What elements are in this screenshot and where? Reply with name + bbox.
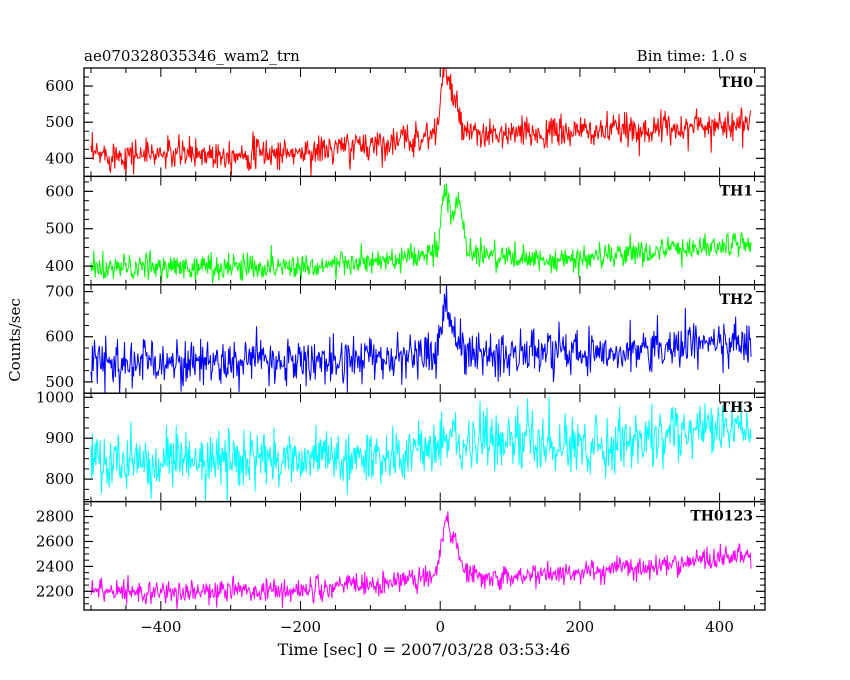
x-tick-label: 200	[566, 618, 595, 636]
series-line-th0123	[90, 511, 752, 609]
x-tick-label: 400	[705, 618, 734, 636]
x-tick-label: −200	[280, 618, 321, 636]
x-axis: −400 −200 0 200 400	[140, 618, 734, 636]
y-tick-label: 500	[45, 373, 74, 391]
y-tick-label: 600	[45, 77, 74, 95]
panel-label: TH2	[720, 292, 753, 308]
panels-group: TH0 400 500 600 TH1 400 500 600 TH2 500 600 700 TH3 8…	[36, 67, 766, 611]
y-tick-label: 400	[45, 149, 74, 167]
y-axis-label: Counts/sec	[6, 298, 24, 382]
y-tick-label: 600	[45, 328, 74, 346]
y-tick-label: 2600	[36, 532, 74, 550]
panel-label: TH0123	[690, 509, 753, 525]
y-tick-label: 500	[45, 113, 74, 131]
panel-th2: TH2 500 600 700	[45, 283, 766, 394]
panel-th3: TH3 800 900 1000	[36, 388, 766, 503]
chart-title: ae070328035346_wam2_trn	[84, 47, 300, 65]
bin-time-label: Bin time: 1.0 s	[637, 47, 747, 65]
series-line-th3	[90, 396, 752, 502]
x-axis-label: Time [sec] 0 = 2007/03/28 03:53:46	[278, 640, 571, 659]
y-tick-label: 1000	[36, 388, 74, 406]
x-tick-label: −400	[140, 618, 181, 636]
panel-label: TH3	[720, 400, 753, 416]
y-tick-label: 700	[45, 283, 74, 301]
panel-frame	[83, 175, 766, 286]
series-line-th2	[90, 284, 752, 394]
series-line-th1	[90, 183, 752, 284]
panel-th1: TH1 400 500 600	[45, 175, 766, 286]
y-tick-label: 2200	[36, 582, 74, 600]
series-line-th0	[90, 68, 752, 177]
panel-th0123: TH0123 2200 2400 2600 2800	[36, 500, 766, 611]
y-tick-label: 400	[45, 257, 74, 275]
panel-frame	[83, 500, 766, 611]
y-tick-label: 600	[45, 182, 74, 200]
panel-th0: TH0 400 500 600	[45, 67, 766, 178]
y-tick-label: 2800	[36, 508, 74, 526]
y-tick-label: 2400	[36, 557, 74, 575]
panel-label: TH0	[720, 75, 754, 91]
panel-label: TH1	[720, 183, 753, 199]
y-tick-label: 500	[45, 220, 74, 238]
x-tick-label: 0	[435, 618, 445, 636]
y-tick-label: 900	[45, 429, 74, 447]
y-tick-label: 800	[45, 470, 74, 488]
